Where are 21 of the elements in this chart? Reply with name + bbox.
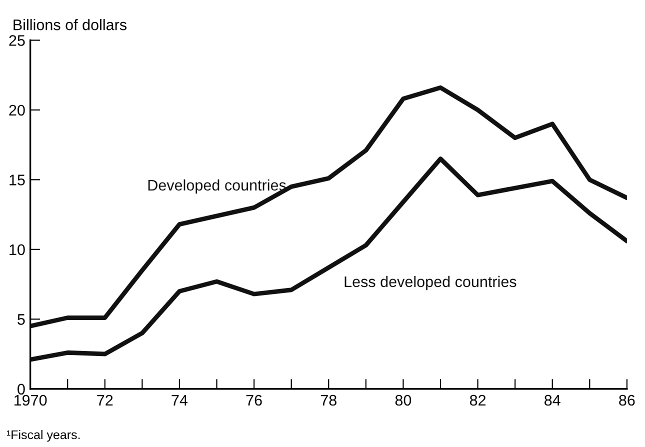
y-tick-label: 25: [9, 35, 25, 46]
x-tick-label: 80: [395, 394, 412, 406]
y-tick-label: 10: [10, 244, 25, 256]
y-tick-label: 20: [9, 104, 25, 116]
y-axis-title: Billions of dollars: [14, 19, 126, 30]
x-tick-label: 86: [619, 394, 635, 406]
y-tick-label: 5: [18, 314, 25, 325]
y-tick-label: 15: [10, 174, 25, 186]
text: ¹Fiscal years.: [6, 430, 80, 442]
x-tick-label: 84: [544, 394, 560, 406]
series-label: Less developed countries: [344, 276, 516, 290]
y-tick-label: 0: [18, 384, 25, 395]
line-series: [30, 85, 627, 328]
series-label: Developed countries: [148, 179, 286, 194]
x-tick-label: 74: [172, 395, 188, 406]
x-tick-label: 1970: [14, 394, 47, 406]
x-tick-label: 76: [246, 394, 262, 406]
line-series: [30, 156, 627, 362]
x-tick-label: 82: [470, 394, 486, 406]
x-tick-label: 78: [320, 394, 336, 406]
x-tick-label: 72: [97, 394, 113, 406]
